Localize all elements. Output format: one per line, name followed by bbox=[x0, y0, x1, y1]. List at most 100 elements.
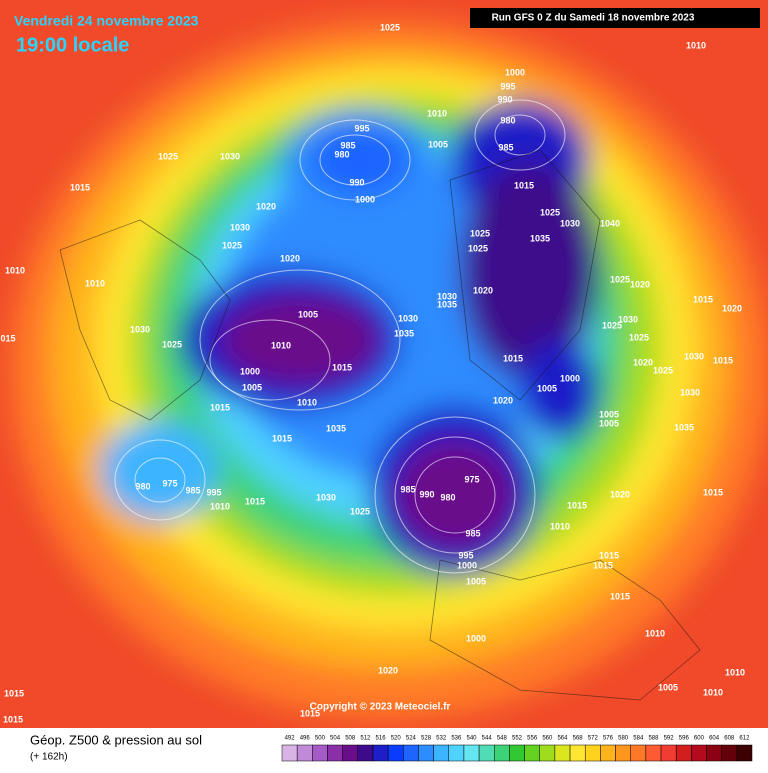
isobar-label: 1015 bbox=[3, 714, 23, 724]
scale-swatch bbox=[342, 744, 359, 762]
isobar-label: 1010 bbox=[271, 340, 291, 350]
scale-swatch bbox=[569, 744, 586, 762]
isobar-label: 1010 bbox=[725, 667, 745, 677]
isobar-label: 990 bbox=[349, 177, 364, 187]
isobar-label: 980 bbox=[135, 481, 150, 491]
isobar-label: 985 bbox=[400, 484, 415, 494]
isobar-label: 985 bbox=[185, 485, 200, 495]
scale-label: 580 bbox=[618, 736, 629, 742]
isobar-label: 1025 bbox=[610, 274, 630, 284]
isobar-label: 1005 bbox=[599, 409, 619, 419]
isobar-label: 1020 bbox=[473, 285, 493, 295]
scale-swatch bbox=[387, 744, 404, 762]
isobar-label: 1030 bbox=[398, 313, 418, 323]
scale-label: 576 bbox=[603, 736, 614, 742]
isobar-label: 985 bbox=[340, 140, 355, 150]
scale-label: 536 bbox=[451, 736, 462, 742]
scale-label: 584 bbox=[633, 736, 644, 742]
isobar-label: 1030 bbox=[130, 324, 150, 334]
isobar-label: 015 bbox=[0, 333, 15, 343]
isobar-label: 1025 bbox=[158, 151, 178, 161]
isobar-label: 985 bbox=[498, 142, 513, 152]
isobar-label: 1000 bbox=[457, 560, 477, 570]
isobar-label: 1015 bbox=[210, 402, 230, 412]
isobar-label: 1020 bbox=[378, 665, 398, 675]
scale-label: 552 bbox=[512, 736, 523, 742]
isobar-label: 1010 bbox=[210, 501, 230, 511]
scale-swatch bbox=[660, 744, 677, 762]
run-box bbox=[470, 8, 760, 28]
isobar-label: 1010 bbox=[85, 278, 105, 288]
scale-label: 532 bbox=[436, 736, 447, 742]
scale-label: 520 bbox=[391, 736, 402, 742]
isobar-label: 1025 bbox=[602, 320, 622, 330]
isobar-label: 1035 bbox=[437, 299, 457, 309]
scale-label: 588 bbox=[648, 736, 659, 742]
copyright: Copyright © 2023 Meteociel.fr bbox=[310, 702, 451, 713]
scale-swatch bbox=[630, 744, 647, 762]
isobar-label: 995 bbox=[206, 487, 221, 497]
isobar-label: 1015 bbox=[332, 362, 352, 372]
scale-swatch bbox=[691, 744, 707, 762]
scale-label: 596 bbox=[679, 736, 690, 742]
isobar-label: 1020 bbox=[633, 357, 653, 367]
isobar-label: 1005 bbox=[242, 382, 262, 392]
isobar-label: 1025 bbox=[222, 240, 242, 250]
isobar-label: 1030 bbox=[560, 218, 580, 228]
isobar-label: 990 bbox=[497, 94, 512, 104]
isobar-label: 1020 bbox=[610, 489, 630, 499]
isobar-label: 1015 bbox=[514, 180, 534, 190]
scale-swatch bbox=[357, 744, 374, 762]
isobar-label: 975 bbox=[464, 474, 479, 484]
isobar-label: 1035 bbox=[530, 233, 550, 243]
isobar-label: 1020 bbox=[722, 303, 742, 313]
isobar-label: 1030 bbox=[220, 151, 240, 161]
isobar-label: 995 bbox=[458, 550, 473, 560]
scale-label: 528 bbox=[421, 736, 432, 742]
scale-label: 540 bbox=[467, 736, 478, 742]
isobar-label: 1025 bbox=[162, 339, 182, 349]
isobar-label: 1030 bbox=[316, 492, 336, 502]
scale-label: 572 bbox=[588, 736, 599, 742]
forecast-date: Vendredi 24 novembre 2023 bbox=[14, 13, 199, 29]
isobar-label: 1020 bbox=[493, 395, 513, 405]
scale-swatch bbox=[524, 744, 540, 762]
isobar-label: 1000 bbox=[240, 366, 260, 376]
isobar-label: 1010 bbox=[645, 628, 665, 638]
coastlines bbox=[59, 149, 701, 701]
isobar-label: 1005 bbox=[428, 139, 448, 149]
scale-label: 560 bbox=[542, 736, 553, 742]
isobar-label: 1015 bbox=[245, 496, 265, 506]
isobar-label: 1020 bbox=[256, 201, 276, 211]
scale-swatch bbox=[736, 744, 753, 762]
isobar-label: 1030 bbox=[437, 291, 457, 301]
scale-label: 504 bbox=[330, 736, 341, 742]
scale-swatch bbox=[478, 744, 495, 762]
scale-swatch bbox=[615, 744, 631, 762]
isobar-label: 1015 bbox=[4, 688, 24, 698]
isobar-label: 1025 bbox=[629, 332, 649, 342]
isobar-label: 1015 bbox=[593, 560, 613, 570]
isobar-label: 1020 bbox=[280, 253, 300, 263]
isobar-label: 1025 bbox=[380, 22, 400, 32]
isobar-label: 980 bbox=[440, 492, 455, 502]
isobar-label: 1000 bbox=[560, 373, 580, 383]
isobar-label: 1030 bbox=[680, 387, 700, 397]
scale-swatch bbox=[721, 744, 738, 762]
scale-label: 524 bbox=[406, 736, 417, 742]
forecast-time: 19:00 locale bbox=[16, 34, 129, 56]
isobar-label: 1030 bbox=[230, 222, 250, 232]
isobar-label: 1035 bbox=[674, 422, 694, 432]
scale-label: 600 bbox=[694, 736, 705, 742]
geopotential-field bbox=[10, 20, 768, 720]
scale-label: 512 bbox=[360, 736, 371, 742]
scale-label: 564 bbox=[557, 736, 568, 742]
isobar-label: 975 bbox=[162, 478, 177, 488]
isobar-label: 980 bbox=[500, 115, 515, 125]
isobar-labels: 1025101010009959901010980995985980985100… bbox=[0, 22, 745, 724]
scale-swatch bbox=[372, 744, 389, 762]
scale-label: 544 bbox=[482, 736, 493, 742]
scale-label: 568 bbox=[573, 736, 584, 742]
isobar-label: 1015 bbox=[503, 353, 523, 363]
isobar-label: 1025 bbox=[540, 207, 560, 217]
